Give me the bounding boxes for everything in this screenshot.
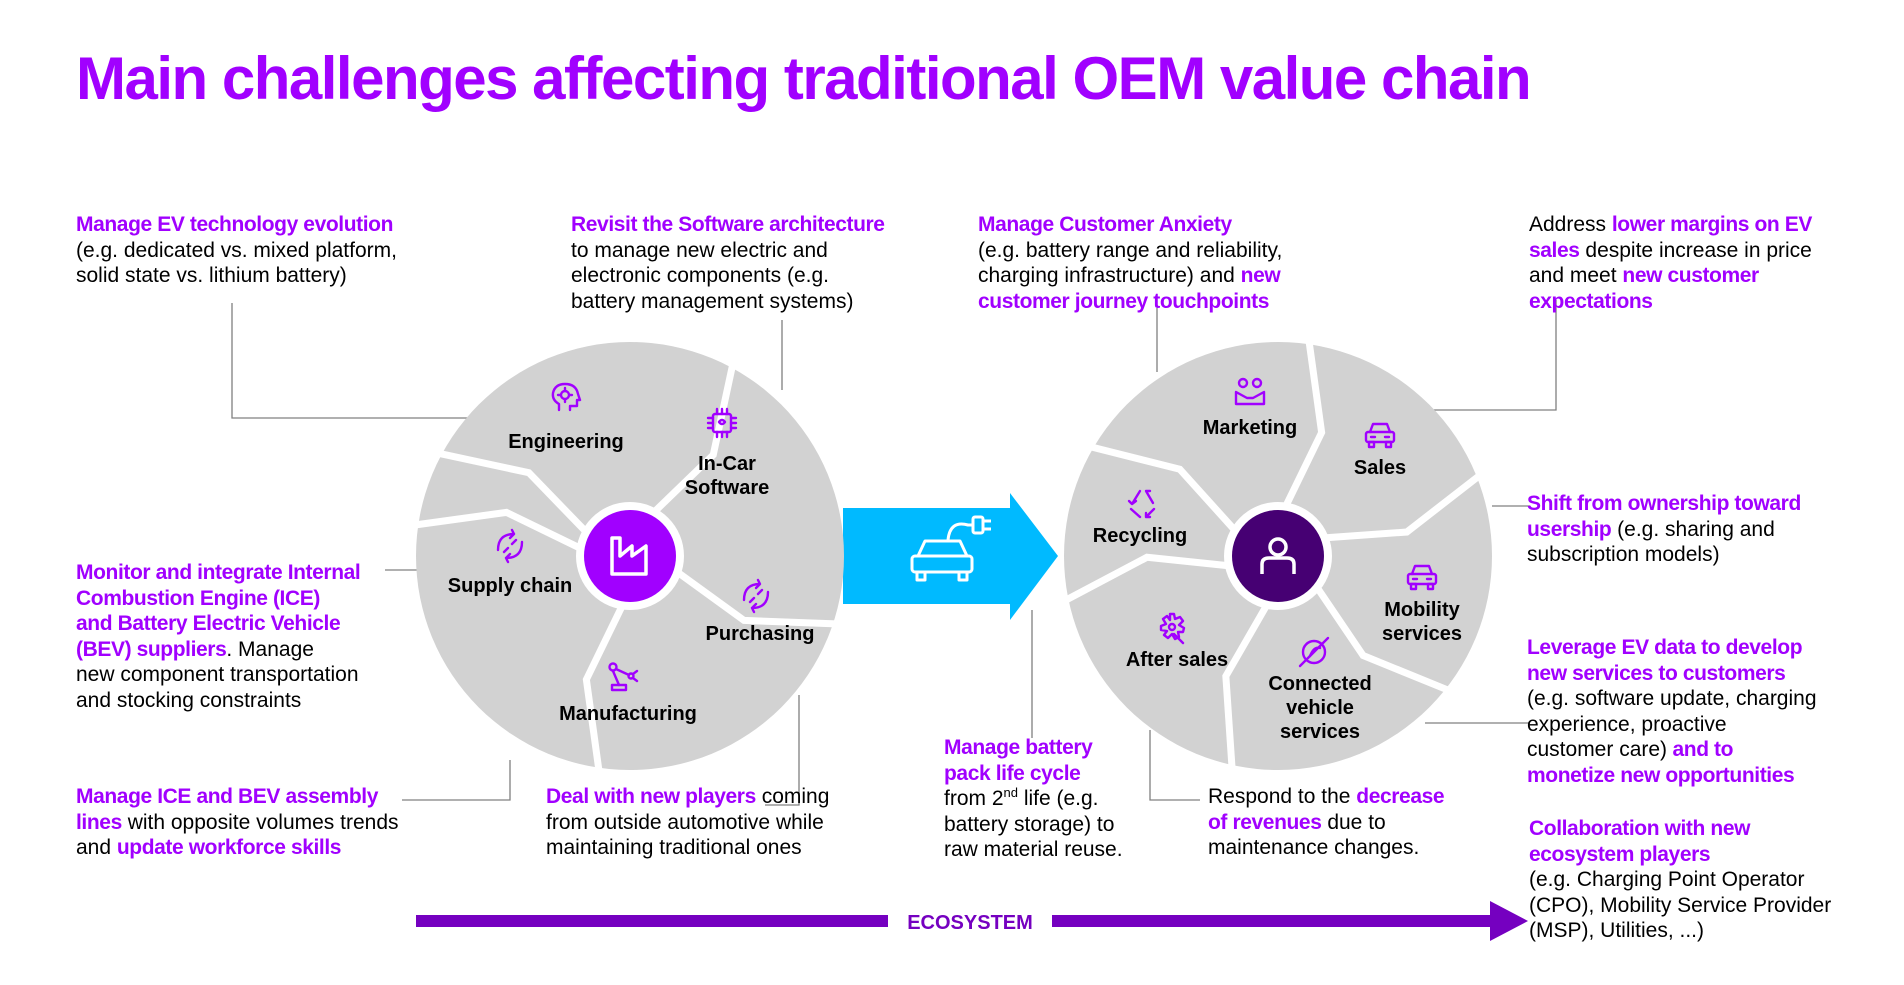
segment-divider xyxy=(1061,553,1232,605)
note-ev-technology: Manage EV technology evolution (e.g. ded… xyxy=(76,213,397,287)
note-ecosystem-players: Collaboration with new ecosystem players… xyxy=(1529,817,1832,942)
segment-divider xyxy=(1322,470,1485,542)
segment-label: Supply chain xyxy=(448,575,572,597)
segment-label: Manufacturing xyxy=(559,703,697,725)
note-software-architecture: Revisit the Software architecture to man… xyxy=(571,213,885,313)
customer-value-chain-wheel: MarketingSalesMobilityservicesConnectedv… xyxy=(1061,337,1492,772)
factory-icon xyxy=(610,536,648,576)
segment-label: Engineering xyxy=(508,431,624,453)
connector-ev-tech xyxy=(231,303,470,419)
connector-players xyxy=(765,695,800,806)
wheel-hub xyxy=(584,510,676,602)
segment-label: Sales xyxy=(1354,457,1406,479)
segment-label: Marketing xyxy=(1203,417,1297,439)
connector-assembly xyxy=(402,760,511,801)
note-battery-life-cycle: Manage battery pack life cycle from 2nd … xyxy=(944,736,1123,861)
car-icon xyxy=(1364,422,1396,449)
robot-arm-icon xyxy=(608,662,639,692)
segment-divider xyxy=(1281,337,1326,510)
note-assembly-lines: Manage ICE and BEV assembly lines with o… xyxy=(76,785,399,859)
connector-lines xyxy=(231,300,1557,806)
segment-label: Connected xyxy=(1268,673,1371,695)
ecosystem-arrow: ECOSYSTEM xyxy=(416,901,1528,941)
no-signal-icon xyxy=(1298,636,1330,668)
note-ev-data: Leverage EV data to develop new services… xyxy=(1527,636,1817,787)
segment-divider xyxy=(1312,583,1453,695)
note-customer-anxiety: Manage Customer Anxiety (e.g. battery ra… xyxy=(978,213,1283,313)
note-new-players: Deal with new players coming from outsid… xyxy=(546,785,830,859)
segment-divider xyxy=(650,361,737,517)
segment-label: Mobility xyxy=(1384,599,1460,621)
car-icon xyxy=(1406,564,1438,591)
segment-label: vehicle xyxy=(1286,697,1354,719)
note-ice-suppliers: Monitor and integrate Internal Combustio… xyxy=(76,561,361,712)
ecosystem-label: ECOSYSTEM xyxy=(907,912,1033,934)
connector-revenues xyxy=(1149,730,1200,801)
segment-divider xyxy=(435,449,591,536)
user-icon xyxy=(1260,537,1296,574)
segment-label: services xyxy=(1280,721,1360,743)
segment-divider xyxy=(411,508,584,553)
segment-label: services xyxy=(1382,623,1462,645)
segment-label: Software xyxy=(685,477,769,499)
gear-wrench-icon xyxy=(1159,612,1186,645)
segment-divider xyxy=(673,567,840,628)
recycle-icon xyxy=(1127,489,1156,519)
segment-label: After sales xyxy=(1126,649,1228,671)
segment-label: In-Car xyxy=(698,453,756,475)
exchange-icon xyxy=(496,528,524,564)
segment-label: Purchasing xyxy=(706,623,815,645)
transition-arrow xyxy=(843,493,1058,620)
segment-divider xyxy=(1222,601,1272,772)
brain-gear-icon xyxy=(551,382,582,412)
chip-icon xyxy=(706,407,738,439)
segment-divider xyxy=(1086,442,1240,535)
note-revenues: Respond to the decrease of revenues due … xyxy=(1208,785,1445,859)
segment-label: Recycling xyxy=(1093,525,1187,547)
electric-car-plug-icon xyxy=(910,515,991,582)
people-icon xyxy=(1234,377,1266,406)
connector-margins xyxy=(1425,300,1557,411)
segment-divider xyxy=(582,602,627,775)
note-lower-margins: Address lower margins on EV sales despit… xyxy=(1529,213,1812,313)
exchange-icon xyxy=(742,578,770,614)
note-usership: Shift from ownership toward usership (e.… xyxy=(1527,492,1801,566)
page-title: Main challenges affecting traditional OE… xyxy=(76,45,1532,112)
